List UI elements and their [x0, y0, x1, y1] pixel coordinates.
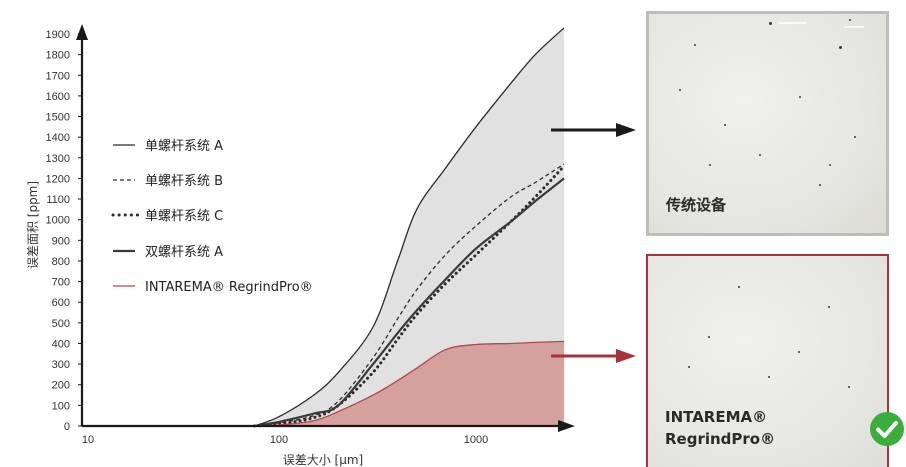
y-tick-label: 900: [52, 235, 70, 247]
sample-speck: [768, 376, 770, 378]
y-tick-label: 100: [52, 400, 70, 412]
sample-speck: [738, 286, 740, 288]
x-axis-arrowhead: [558, 420, 575, 432]
legend-label: 单螺杆系统 A: [145, 139, 223, 154]
sample-speck: [849, 19, 851, 21]
y-tick-label: 600: [52, 297, 70, 309]
series-line-3: [252, 164, 566, 428]
sample-speck: [844, 26, 864, 28]
sample-speck: [839, 46, 842, 49]
x-tick-label: 100: [270, 434, 288, 446]
y-tick-label: 1900: [46, 29, 70, 41]
sample-speck: [709, 164, 711, 166]
y-tick-label: 800: [52, 256, 70, 268]
arrow-to-traditional: [551, 123, 636, 137]
sample-speck: [708, 336, 710, 338]
axes: [76, 24, 575, 432]
legend-label: 单螺杆系统 C: [145, 209, 223, 224]
y-tick-label: 0: [64, 421, 70, 433]
x-axis-title: 误差大小 [μm]: [283, 453, 364, 467]
legend-label: 双螺杆系统 A: [145, 245, 223, 260]
sample-speck: [694, 44, 696, 46]
y-axis-ticks: 0 100 200 300 400 500 600 700 800 900 1000 1100 1200…: [46, 29, 82, 433]
sample-speck: [799, 96, 801, 98]
y-tick-label: 1800: [46, 50, 70, 62]
legend: 单螺杆系统 A 单螺杆系统 B 单螺杆系统 C 双螺杆系统 A INTAREMA® Re…: [111, 139, 313, 295]
intarema-label-line1: INTAREMA®: [665, 408, 768, 426]
intarema-label-line2: RegrindPro®: [665, 430, 776, 448]
x-tick-label: 1000: [464, 434, 488, 446]
y-axis-arrowhead: [76, 24, 88, 40]
series-line-4: [254, 177, 565, 428]
sample-speck: [828, 306, 830, 308]
arrow-to-intarema: [551, 349, 636, 363]
y-tick-label: 1400: [46, 132, 70, 144]
series-line-1: [254, 27, 565, 427]
y-tick-label: 200: [52, 380, 70, 392]
y-tick-label: 400: [52, 338, 70, 350]
y-tick-label: 1100: [46, 194, 70, 206]
sample-speck: [798, 351, 800, 353]
sample-speck: [679, 89, 681, 91]
y-tick-label: 1300: [46, 153, 70, 165]
y-tick-label: 300: [52, 359, 70, 371]
sample-speck: [724, 124, 726, 126]
sample-speck: [848, 386, 850, 388]
x-axis-ticks: 10 100 1000: [82, 434, 488, 446]
sample-speck: [779, 22, 807, 24]
sample-speck: [829, 164, 831, 166]
series-line-2: [254, 163, 565, 427]
series-lines: [252, 27, 566, 428]
y-tick-label: 1700: [46, 70, 70, 82]
traditional-label: 传统设备: [666, 196, 727, 214]
legend-label: 单螺杆系统 B: [145, 174, 223, 189]
intarema-area: [254, 341, 565, 426]
y-tick-label: 1600: [46, 91, 70, 103]
legend-label: INTAREMA® RegrindPro®: [145, 280, 313, 295]
intarema-sample-panel: INTAREMA® RegrindPro®: [646, 254, 889, 467]
x-tick-label: 10: [82, 434, 94, 446]
check-badge-icon: [870, 412, 904, 446]
sample-speck: [854, 136, 856, 138]
y-axis-title: 误差面积 [ppm]: [26, 181, 40, 269]
y-tick-label: 500: [52, 318, 70, 330]
series-line-5: [254, 340, 565, 427]
sample-speck: [819, 184, 821, 186]
pointer-arrows: [551, 123, 636, 363]
y-tick-label: 1500: [46, 112, 70, 124]
traditional-sample-panel: 传统设备: [646, 11, 889, 236]
sample-speck: [769, 22, 772, 25]
y-tick-label: 700: [52, 277, 70, 289]
sample-speck: [759, 154, 761, 156]
sample-speck: [688, 366, 690, 368]
y-tick-label: 1200: [46, 173, 70, 185]
y-tick-label: 1000: [46, 215, 70, 227]
